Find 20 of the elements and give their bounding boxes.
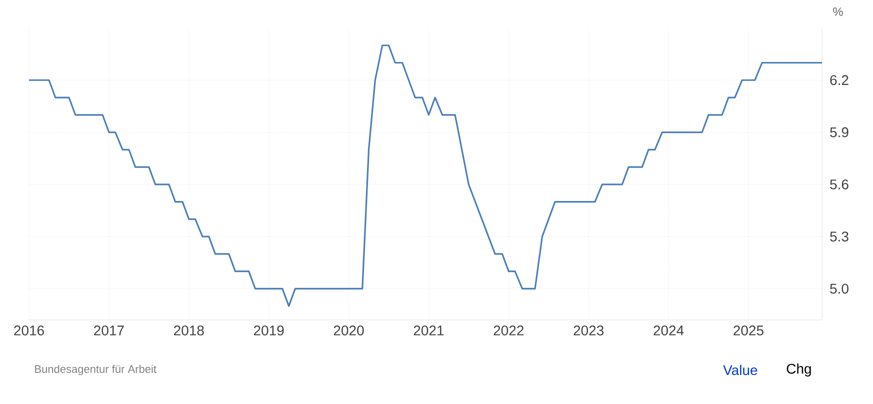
y-tick-label: 5.9 <box>830 127 848 138</box>
x-tick-label: 2019 <box>254 326 284 336</box>
text: Value <box>723 364 758 376</box>
x-tick-label: 2020 <box>334 326 364 336</box>
x-tick-label: 2017 <box>94 326 124 336</box>
x-tick-label: 2025 <box>734 326 764 336</box>
x-tick-label: 2024 <box>654 326 684 336</box>
y-axis-title: % <box>833 8 843 16</box>
x-tick-label: 2023 <box>574 326 604 336</box>
text: Chg <box>786 363 811 377</box>
y-tick-label: 5.3 <box>830 232 848 242</box>
x-tick-label: 2022 <box>494 326 524 336</box>
x-tick-label: 2016 <box>14 326 44 336</box>
y-tick-label: 6.2 <box>830 75 848 86</box>
x-tick-label: 2018 <box>174 326 204 336</box>
line-series <box>28 44 823 307</box>
x-tick-label: 2021 <box>414 326 444 336</box>
text: Bundesagentur für Arbeit <box>35 364 156 376</box>
y-tick-label: 5.6 <box>830 179 848 190</box>
y-tick-label: 5.0 <box>830 284 848 294</box>
